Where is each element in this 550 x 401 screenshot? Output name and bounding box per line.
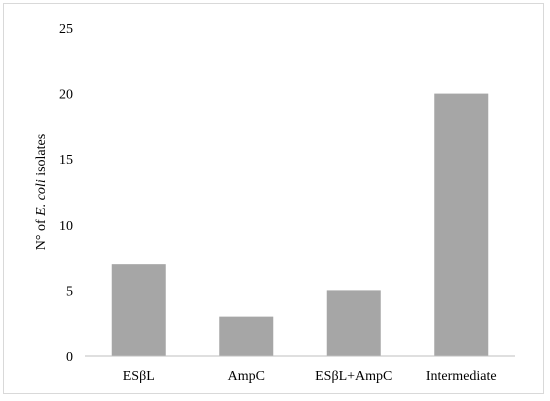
y-tick-label: 20 [59, 88, 73, 103]
y-tick-label: 0 [66, 350, 73, 365]
x-category-label: ESβL+AmpC [315, 369, 392, 384]
x-category-label: AmpC [228, 369, 265, 384]
y-axis-title-part: N° of [34, 216, 49, 250]
x-category-label: ESβL [123, 369, 155, 384]
bar [434, 93, 489, 356]
bar [111, 264, 166, 356]
y-axis-title: N° of E. coli isolates [34, 134, 49, 250]
bar [326, 290, 381, 356]
y-tick-label: 25 [59, 22, 73, 37]
x-category-label: Intermediate [426, 369, 497, 384]
y-axis-title-part: E. coli [34, 179, 49, 217]
bar [219, 316, 274, 356]
y-tick-label: 5 [66, 284, 73, 299]
y-tick-label: 10 [59, 219, 73, 234]
y-axis-title-part: isolates [34, 134, 49, 180]
y-tick-label: 15 [59, 153, 73, 168]
